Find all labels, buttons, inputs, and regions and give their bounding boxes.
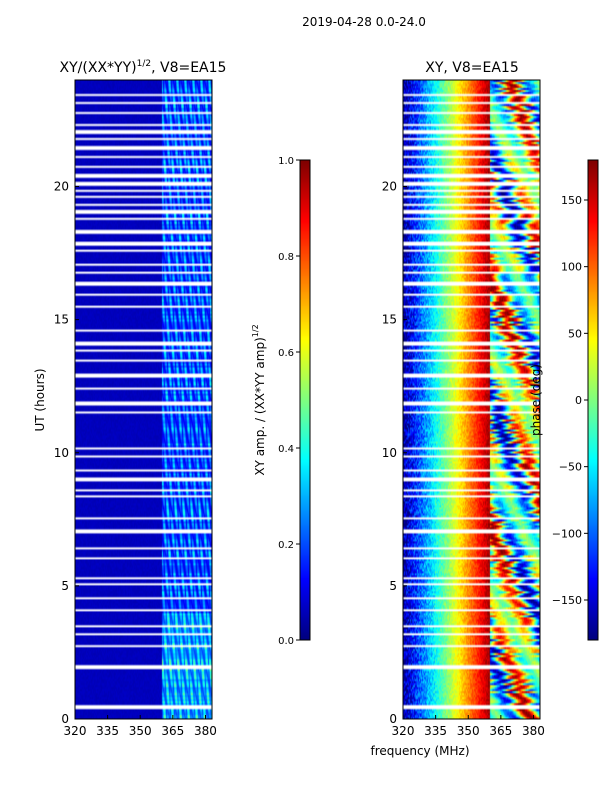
y-tick-label: 15 [382,313,397,327]
phase-panel-title: XY, V8=EA15 [425,60,519,76]
x-tick-label: 320 [392,724,415,738]
x-tick-label: 350 [129,724,152,738]
amp-y-ticks: 0 5 10 15 20 [54,180,79,726]
phase-colorbar: −150 −100 −50 0 50 100 150 phase (deg) [529,159,599,641]
colorbar-tick-label: −150 [552,594,582,607]
amp-x-ticks: 320 335 350 365 380 [64,715,217,738]
colorbar-tick-label: 0.4 [278,444,294,455]
colorbar-tick-label: 150 [561,194,582,207]
amp-panel-title: XY/(XX*YY)1/2, V8=EA15 [60,59,227,76]
figure-suptitle: 2019-04-28 0.0-24.0 [302,15,426,29]
phase-heatmap-image [403,80,540,719]
amp-y-axis-label: UT (hours) [33,368,47,431]
amp-panel: XY/(XX*YY)1/2, V8=EA15 320 335 350 365 380 0… [33,59,226,738]
colorbar-tick-label: 0 [575,394,582,407]
x-tick-label: 380 [522,724,545,738]
colorbar-tick-label: 100 [561,261,582,274]
x-tick-label: 380 [194,724,217,738]
colorbar-tick-label: −50 [559,461,582,474]
colorbar-tick-label: 0.6 [278,348,294,359]
x-tick-label: 365 [161,724,184,738]
amp-colorbar-gradient [300,160,310,640]
phase-plot-frame [402,79,541,720]
x-tick-label: 350 [457,724,480,738]
colorbar-tick-label: −100 [552,527,582,540]
y-tick-label: 15 [54,313,69,327]
y-tick-label: 5 [389,579,397,593]
amp-plot-frame [74,79,213,720]
colorbar-tick-label: 1.0 [278,156,294,167]
y-tick-label: 5 [61,579,69,593]
y-tick-label: 0 [389,712,397,726]
amp-colorbar-frame [299,159,311,641]
amp-heatmap-image [75,80,212,719]
phase-y-ticks: 0 5 10 15 20 [382,180,407,726]
phase-colorbar-label: phase (deg) [529,364,543,436]
amp-colorbar-label: XY amp. / (XX*YY amp)1/2 [251,324,267,475]
y-tick-label: 20 [54,180,69,194]
colorbar-tick-label: 0.2 [278,540,294,551]
x-tick-label: 365 [489,724,512,738]
phase-panel: XY, V8=EA15 320 335 350 365 380 0 5 10 15 20 fre… [370,60,544,758]
phase-colorbar-ticks: −150 −100 −50 0 50 100 150 [552,194,588,607]
y-tick-label: 10 [382,446,397,460]
x-axis-label: frequency (MHz) [370,744,469,758]
colorbar-tick-label: 0.0 [278,636,294,647]
x-tick-label: 335 [424,724,447,738]
phase-x-ticks: 320 335 350 365 380 [392,715,545,738]
y-tick-label: 10 [54,446,69,460]
amp-colorbar-ticks: 0.0 0.2 0.4 0.6 0.8 1.0 [278,156,300,647]
colorbar-tick-label: 50 [568,327,582,340]
colorbar-tick-label: 0.8 [278,252,294,263]
phase-colorbar-gradient [588,160,598,640]
amp-colorbar: 0.0 0.2 0.4 0.6 0.8 1.0 XY amp. / (XX*YY amp)… [251,156,311,647]
y-tick-label: 20 [382,180,397,194]
x-tick-label: 335 [96,724,119,738]
x-tick-label: 320 [64,724,87,738]
y-tick-label: 0 [61,712,69,726]
